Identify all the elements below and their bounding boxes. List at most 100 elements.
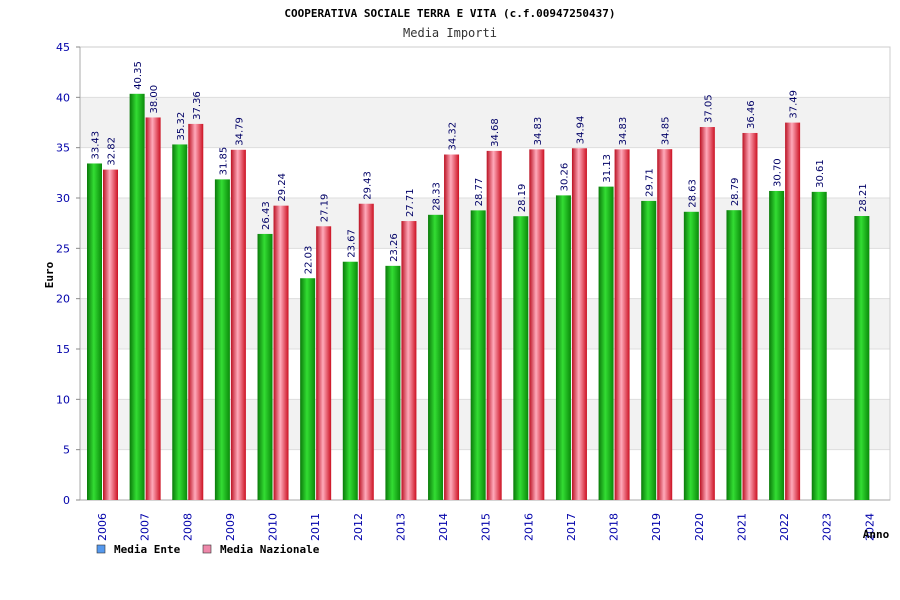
data-label-media-nazionale: 34.68 [490,118,501,147]
bar-media-nazionale [188,123,204,500]
bar-media-nazionale [273,205,289,500]
data-label-media-ente: 28.19 [517,184,528,213]
data-label-media-nazionale: 34.32 [448,122,459,151]
bar-media-ente [854,216,870,500]
data-label-media-nazionale: 38.00 [149,85,160,114]
x-tick-label: 2016 [522,513,535,541]
bar-media-ente [172,144,188,501]
chart-subtitle: Media Importi [403,26,497,40]
bar-media-nazionale [145,117,161,500]
data-label-media-ente: 30.70 [773,158,784,187]
y-tick-label: 15 [56,343,70,356]
legend-swatch-media-nazionale [202,544,212,554]
y-tick-label: 10 [56,393,70,406]
bar-media-ente [470,210,486,500]
data-label-media-ente: 22.03 [304,246,315,275]
y-tick-label: 40 [56,91,70,104]
data-label-media-nazionale: 29.43 [362,171,373,200]
y-axis-ticks: 0 5 10 15 20 25 30 35 40 45 [56,41,80,507]
data-label-media-ente: 28.77 [474,178,485,207]
bar-media-nazionale [316,226,332,500]
legend-label-media-ente: Media Ente [114,543,181,556]
bar-media-ente [214,179,230,501]
bar-media-ente [769,190,785,500]
bar-media-nazionale [103,169,118,500]
x-tick-label: 2018 [608,513,621,541]
y-tick-label: 5 [63,444,70,457]
x-tick-label: 2020 [693,513,706,541]
bar-media-ente [726,210,742,500]
legend: Media Ente Media Nazionale [96,543,320,556]
x-tick-label: 2007 [139,513,152,541]
bar-media-ente [513,216,529,500]
bar-media-nazionale [614,149,630,501]
x-axis-ticks: 2006 2007 2008 2009 2010 2011 2012 2013 2014 2015… [96,513,876,541]
bar-media-ente [555,195,571,500]
bar-media-ente [641,200,657,501]
y-tick-label: 45 [56,41,70,54]
data-label-media-ente: 23.26 [389,233,400,262]
data-label-media-ente: 30.26 [559,163,570,192]
data-label-media-nazionale: 34.85 [661,117,672,146]
y-tick-label: 20 [56,293,70,306]
y-tick-label: 35 [56,142,70,155]
data-label-media-ente: 31.13 [602,154,613,183]
x-tick-label: 2019 [650,513,663,541]
bar-media-nazionale [699,127,715,500]
x-tick-label: 2021 [735,513,748,541]
bar-media-nazionale [657,149,673,500]
data-label-media-nazionale: 37.05 [703,94,714,123]
bar-media-ente [598,186,614,500]
data-label-media-ente: 35.32 [176,112,187,141]
data-label-media-ente: 28.79 [730,178,741,207]
y-tick-label: 0 [63,494,70,507]
bar-media-ente [257,233,273,501]
bars-group [87,93,870,501]
data-label-media-nazionale: 34.94 [575,116,586,145]
bar-media-nazionale [401,221,417,500]
data-label-media-nazionale: 36.46 [746,100,757,129]
x-tick-label: 2010 [267,513,280,541]
y-axis-label: Euro [43,261,56,288]
x-tick-label: 2022 [778,513,791,541]
bar-media-nazionale [444,154,460,500]
data-label-media-nazionale: 27.19 [320,194,331,223]
bar-media-nazionale [785,122,801,500]
bar-media-nazionale [230,149,246,500]
grid-band [80,47,890,98]
x-tick-label: 2014 [437,513,450,541]
y-tick-label: 25 [56,242,70,255]
bar-media-nazionale [358,203,374,500]
x-tick-label: 2017 [565,513,578,541]
data-label-media-nazionale: 32.82 [107,137,118,166]
x-tick-label: 2024 [863,513,876,541]
bar-media-ente [87,163,102,501]
bar-media-nazionale [571,148,587,500]
data-label-media-nazionale: 34.83 [618,117,629,146]
data-label-media-nazionale: 29.24 [277,173,288,202]
x-tick-label: 2011 [309,513,322,541]
bar-media-nazionale [742,132,758,500]
bar-media-nazionale [486,150,502,500]
data-label-media-nazionale: 34.83 [533,117,544,146]
data-label-media-ente: 23.67 [346,229,357,258]
x-tick-label: 2012 [352,513,365,541]
data-label-media-ente: 30.61 [815,159,826,188]
data-label-media-nazionale: 37.36 [192,91,203,120]
data-label-media-nazionale: 37.49 [789,90,800,119]
legend-swatch-media-ente [96,544,106,554]
x-tick-label: 2023 [821,513,834,541]
data-label-media-ente: 31.85 [218,147,229,176]
legend-label-media-nazionale: Media Nazionale [220,543,320,556]
y-tick-label: 30 [56,192,70,205]
chart-title: COOPERATIVA SOCIALE TERRA E VITA (c.f.00… [284,7,615,20]
bar-media-ente [300,278,316,500]
data-label-media-ente: 28.63 [687,179,698,208]
x-tick-label: 2013 [394,513,407,541]
data-label-media-ente: 29.71 [645,168,656,197]
data-labels: 33.43 32.82 40.35 38.00 35.32 37.36 31.85 34.79… [91,61,869,274]
x-tick-label: 2006 [96,513,109,541]
data-label-media-nazionale: 34.79 [234,117,245,146]
bar-media-ente [683,211,699,501]
